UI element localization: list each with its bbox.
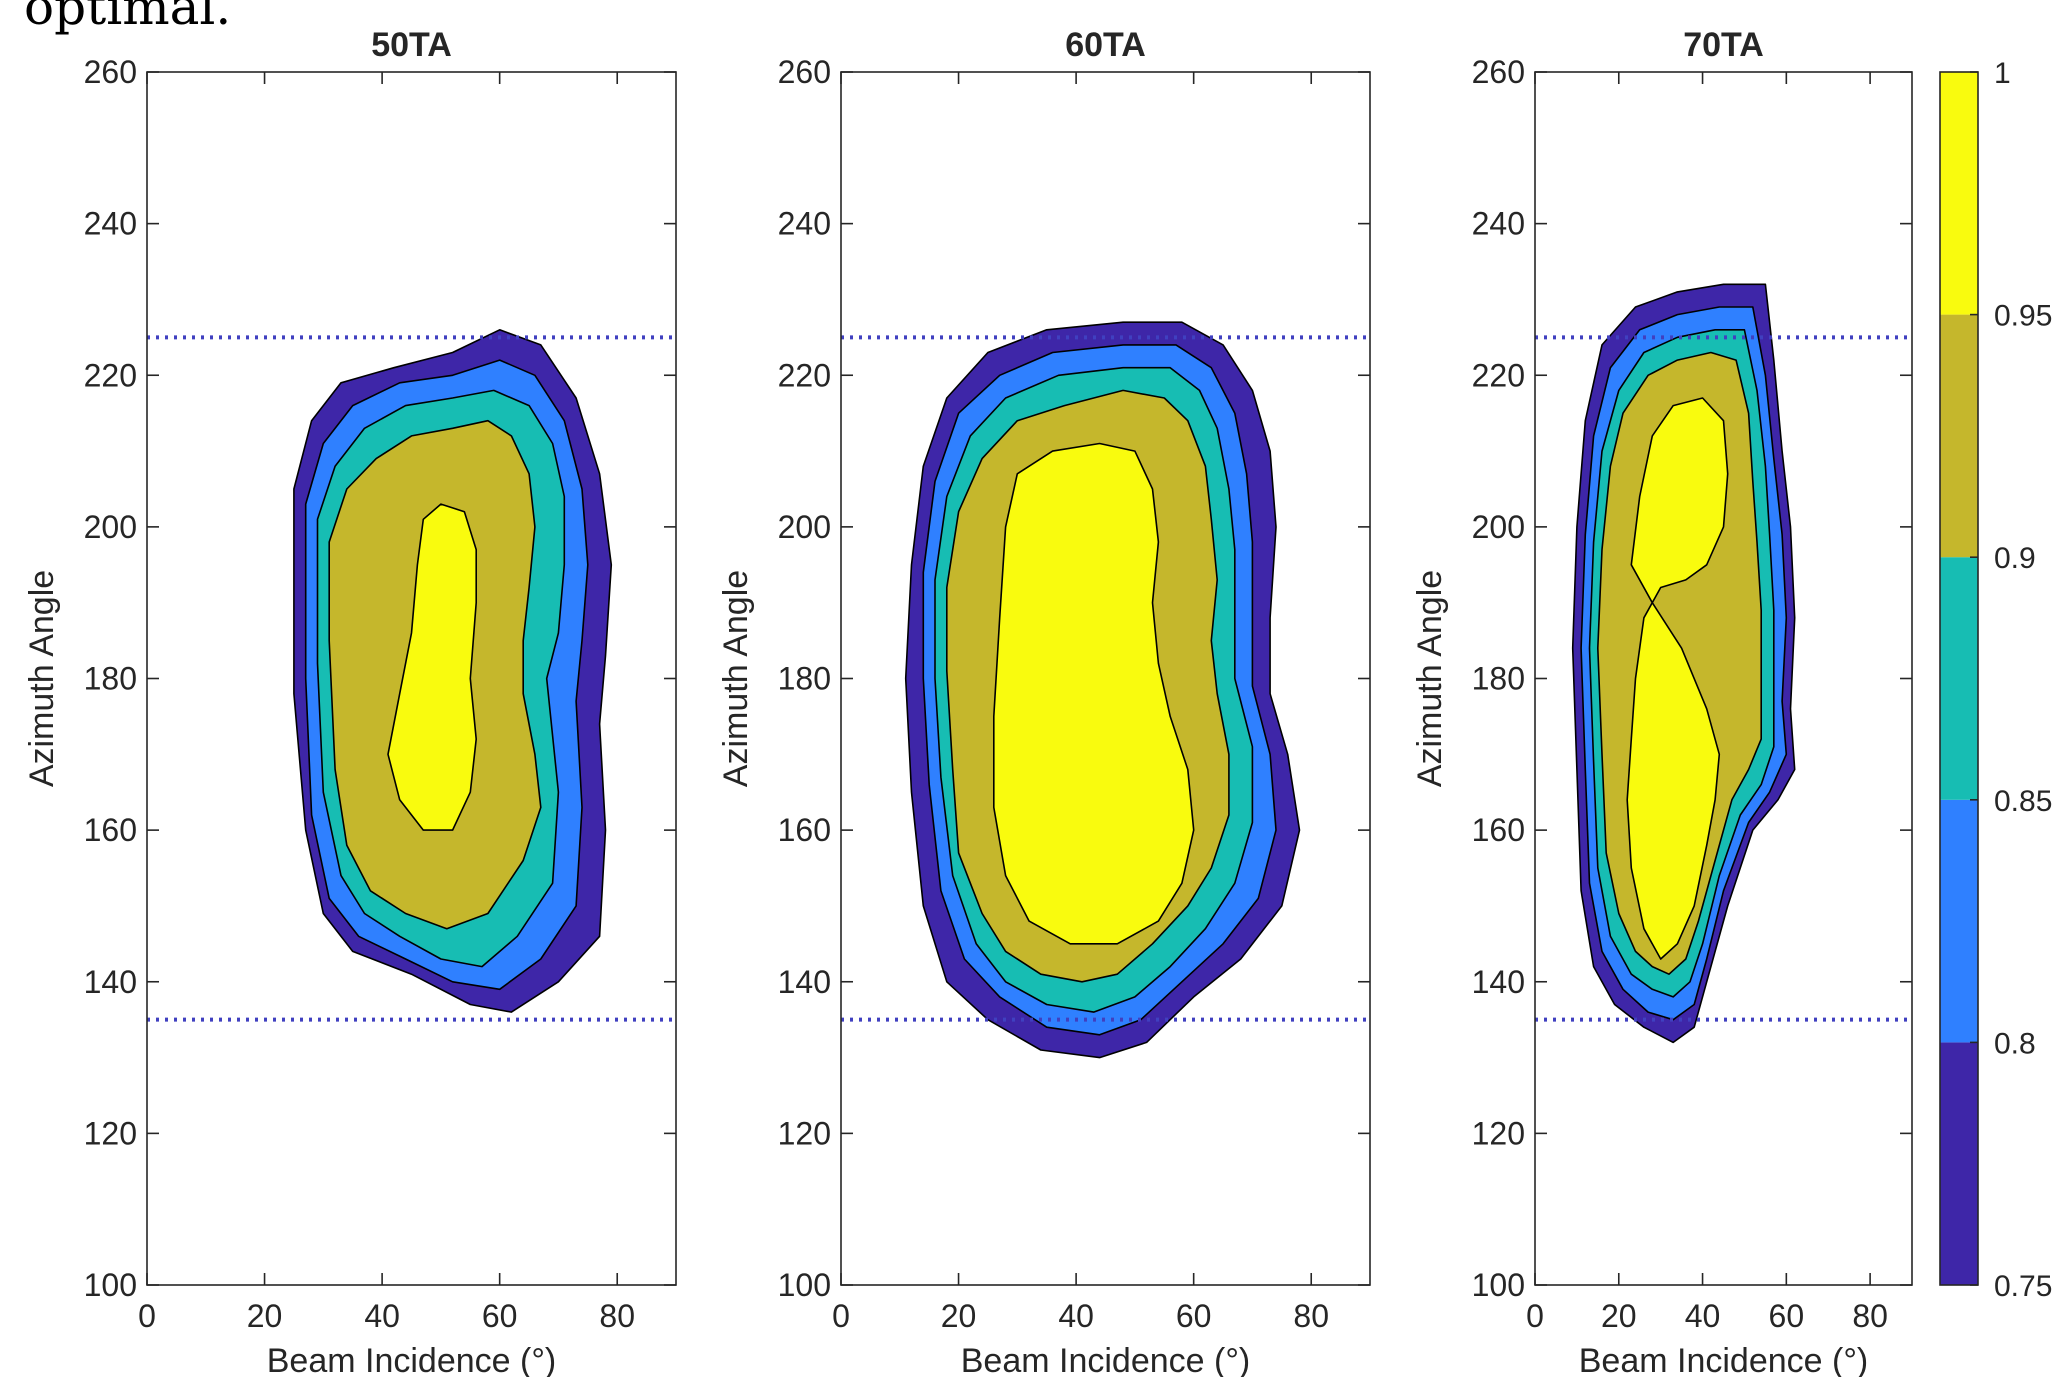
x-tick-label: 80 (599, 1298, 635, 1334)
y-tick-label: 200 (84, 509, 137, 545)
y-axis-label: Azimuth Angle (1411, 570, 1449, 787)
panel-70TA: 0 20 40 60 80 100 120 140 160 180 200 220 240 260 70TA… (1411, 26, 1913, 1380)
y-tick-label: 260 (84, 54, 137, 90)
y-tick-label: 200 (778, 509, 831, 545)
y-axis-label: Azimuth Angle (23, 570, 61, 787)
colorbar-swatch-0.95 (1940, 72, 1978, 315)
contour-levels (1571, 283, 1796, 1044)
y-tick-label: 140 (84, 964, 137, 1000)
x-tick-label: 40 (364, 1298, 400, 1334)
y-tick-label: 140 (778, 964, 831, 1000)
colorbar-tick-label: 0.95 (1994, 300, 2052, 333)
y-tick-label: 240 (1472, 206, 1525, 242)
y-axis-label: Azimuth Angle (717, 570, 755, 787)
panel-title: 70TA (1683, 26, 1764, 64)
y-tick-label: 240 (84, 206, 137, 242)
y-tick-label: 180 (1472, 661, 1525, 697)
y-tick-label: 200 (1472, 509, 1525, 545)
y-tick-label: 160 (1472, 812, 1525, 848)
y-tick-label: 120 (84, 1115, 137, 1151)
y-tick-label: 160 (778, 812, 831, 848)
x-tick-label: 40 (1058, 1298, 1094, 1334)
panel-50TA: 0 20 40 60 80 100 120 140 160 180 200 220 240 260 50TA… (23, 26, 677, 1380)
x-tick-label: 40 (1685, 1298, 1721, 1334)
colorbar-swatch-0.75 (1940, 1042, 1978, 1285)
y-tick-label: 120 (1472, 1115, 1525, 1151)
contour-levels (904, 321, 1301, 1059)
panel-title: 60TA (1065, 26, 1146, 64)
x-tick-label: 20 (247, 1298, 283, 1334)
x-tick-label: 0 (832, 1298, 850, 1334)
colorbar-swatch-0.9 (1940, 314, 1978, 558)
colorbar-tick-label: 0.85 (1994, 785, 2052, 818)
x-tick-label: 20 (941, 1298, 977, 1334)
x-axis-label: Beam Incidence (°) (1579, 1342, 1869, 1377)
colorbar-swatch-0.8 (1940, 799, 1978, 1043)
colorbar-tick-label: 0.9 (1994, 542, 2036, 575)
x-tick-label: 0 (1526, 1298, 1544, 1334)
x-tick-label: 80 (1852, 1298, 1888, 1334)
colorbar-tick-label: 0.75 (1994, 1270, 2052, 1303)
x-tick-label: 60 (482, 1298, 518, 1334)
y-tick-label: 260 (1472, 54, 1525, 90)
x-tick-label: 0 (138, 1298, 156, 1334)
y-tick-label: 220 (778, 357, 831, 393)
contour-level-0.95-1 (992, 442, 1195, 945)
colorbar-tick-label: 1 (1994, 57, 2011, 90)
contour-level-0.95-1 (387, 503, 478, 831)
x-tick-label: 20 (1601, 1298, 1637, 1334)
contour-levels (293, 328, 613, 1013)
x-axis-label: Beam Incidence (°) (961, 1342, 1251, 1377)
caption-fragment: optimal. (24, 0, 232, 36)
y-tick-label: 220 (84, 357, 137, 393)
y-tick-label: 260 (778, 54, 831, 90)
contour-level-0.95-1 (1626, 397, 1729, 960)
panel-60TA: 0 20 40 60 80 100 120 140 160 180 200 220 240 260 60TA… (717, 26, 1371, 1380)
y-tick-label: 160 (84, 812, 137, 848)
y-tick-label: 140 (1472, 964, 1525, 1000)
x-tick-label: 60 (1769, 1298, 1805, 1334)
y-tick-label: 100 (778, 1267, 831, 1303)
y-tick-label: 180 (84, 661, 137, 697)
x-axis-label: Beam Incidence (°) (267, 1342, 557, 1377)
x-tick-label: 80 (1293, 1298, 1329, 1334)
y-tick-label: 220 (1472, 357, 1525, 393)
x-tick-label: 60 (1176, 1298, 1212, 1334)
y-tick-label: 240 (778, 206, 831, 242)
y-tick-label: 120 (778, 1115, 831, 1151)
colorbar-swatch-0.85 (1940, 557, 1978, 800)
y-tick-label: 100 (84, 1267, 137, 1303)
colorbar: 1 0.95 0.9 0.85 0.8 0.75 (1939, 57, 2052, 1303)
y-tick-label: 100 (1472, 1267, 1525, 1303)
y-tick-label: 180 (778, 661, 831, 697)
colorbar-tick-label: 0.8 (1994, 1027, 2036, 1060)
panel-title: 50TA (371, 26, 452, 64)
colorbar-frame (1939, 71, 1979, 1286)
